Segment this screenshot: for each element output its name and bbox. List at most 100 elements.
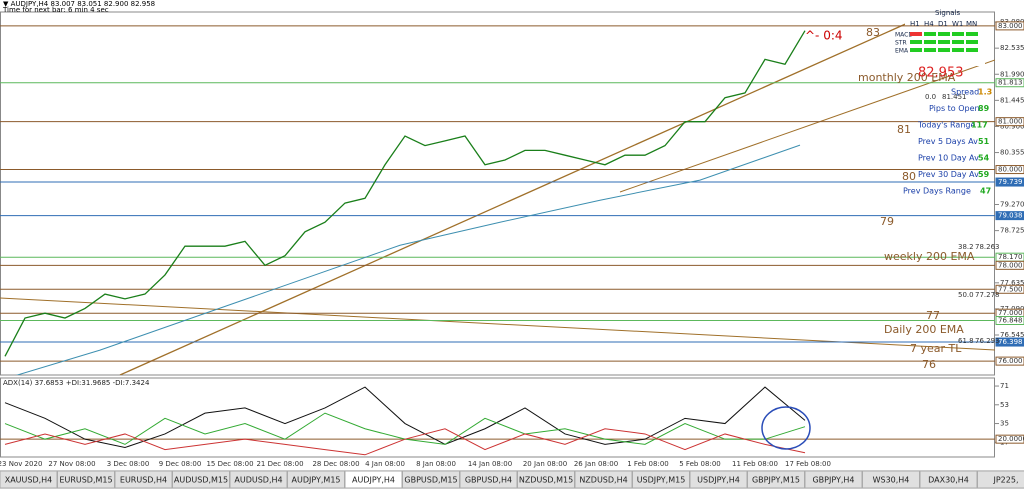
adx-label: ADX(14) 37.6853 +DI:31.9685 -DI:7.3424	[3, 379, 150, 387]
tab-label: JP225,	[993, 476, 1019, 485]
signals-row: EMA	[895, 48, 909, 55]
tab-label: EURUSD,H4	[120, 476, 167, 485]
x-tick-label: 21 Dec 08:00	[256, 460, 303, 468]
annotation: 82.953	[918, 66, 964, 81]
info-value: 54	[978, 154, 990, 163]
tab-label: GBPUSD,M15	[404, 476, 457, 485]
signal-cell	[952, 40, 964, 44]
tab-label: AUDJPY,M15	[291, 476, 340, 485]
timer: Time for next bar: 6 min 4 sec	[2, 6, 109, 14]
signals-column: H4	[924, 20, 934, 28]
tab-label: USDJPY,H4	[697, 476, 740, 485]
x-tick-label: 8 Jan 08:00	[416, 460, 456, 468]
tab-label: NZDUSD,H4	[579, 476, 627, 485]
x-tick-label: 28 Dec 08:00	[312, 460, 359, 468]
signals-row: STR	[895, 40, 907, 47]
fib-level: 38.2	[958, 243, 974, 251]
x-tick-label: 5 Feb 08:00	[679, 460, 720, 468]
tab-label: EURUSD,M15	[59, 476, 112, 485]
signal-cell	[924, 32, 936, 36]
signal-cell	[966, 32, 978, 36]
signals-column: D1	[938, 20, 948, 28]
signal-cell	[938, 40, 950, 44]
tab-label: AUDUSD,H4	[234, 476, 282, 485]
info-value: 51	[978, 137, 990, 146]
tab-label: AUDUSD,M15	[174, 476, 228, 485]
signal-cell	[924, 48, 936, 52]
annotation: 81	[897, 123, 911, 136]
x-tick-label: 3 Dec 08:00	[107, 460, 150, 468]
tab-label: NZDUSD,M15	[519, 476, 573, 485]
x-tick-label: 14 Jan 08:00	[468, 460, 512, 468]
x-tick-label: 17 Feb 08:00	[785, 460, 831, 468]
fib-level: 0.0	[925, 93, 936, 101]
level-tag-label: 78.170	[998, 253, 1023, 261]
x-tick-label: 4 Jan 08:00	[365, 460, 405, 468]
y-tick-label: 80.355	[1000, 149, 1024, 157]
annotation: 80	[902, 170, 916, 183]
info-label: Spread	[951, 88, 979, 97]
info-label: Prev Days Range	[903, 187, 971, 196]
level-tag-label: 79.739	[998, 178, 1023, 186]
tab-label: XAUUSD,H4	[5, 476, 53, 485]
tab-label: WS30,H4	[873, 476, 910, 485]
y-tick-label: 78.725	[1000, 227, 1024, 235]
tab-label: USDJPY,M15	[637, 476, 686, 485]
signal-cell	[952, 32, 964, 36]
fib-price: 76.293	[975, 337, 1000, 345]
level-tag-label: 76.848	[998, 317, 1023, 325]
fib-level: 50.0	[958, 291, 974, 299]
level-tag-label: 79.038	[998, 212, 1023, 220]
level-tag-label: 77.500	[998, 285, 1023, 293]
y-tick-label: 81.445	[1000, 96, 1024, 104]
signal-cell	[910, 32, 922, 36]
annotation: ^- 0:4	[805, 29, 843, 43]
x-tick-label: 27 Nov 08:00	[48, 460, 95, 468]
info-label: Prev 10 Day Av	[918, 154, 979, 163]
signal-cell	[966, 40, 978, 44]
tab-label: GBPJPY,M15	[752, 476, 800, 485]
signal-cell	[966, 48, 978, 52]
y-tick-label: 79.270	[1000, 201, 1024, 209]
signal-cell	[910, 40, 922, 44]
info-value: 89	[978, 104, 990, 113]
adx-tick-label: 71	[1000, 382, 1009, 390]
y-tick-label: 81.990	[1000, 70, 1024, 78]
info-label: Prev 5 Days Av	[918, 137, 978, 146]
x-tick-label: 15 Dec 08:00	[206, 460, 253, 468]
adx-level-label: 20.0000	[998, 435, 1024, 443]
signal-cell	[952, 48, 964, 52]
tab-label: DAX30,H4	[928, 476, 969, 485]
x-tick-label: 9 Dec 08:00	[159, 460, 202, 468]
signals-column: MN	[966, 20, 977, 28]
level-tag-label: 83.000	[998, 22, 1023, 30]
signals-column: W1	[952, 20, 963, 28]
info-value: 1.3	[978, 88, 992, 97]
signals-title: Signals	[935, 9, 961, 17]
x-tick-label: 1 Feb 08:00	[627, 460, 668, 468]
annotation: Daily 200 EMA	[884, 323, 964, 336]
fib-level: 61.8	[958, 337, 974, 345]
level-tag-label: 80.000	[998, 166, 1023, 174]
y-tick-label: 82.535	[1000, 44, 1024, 52]
info-value: 47	[980, 187, 991, 196]
annotation: 76	[922, 358, 936, 371]
signal-cell	[938, 48, 950, 52]
level-tag-label: 81.813	[998, 79, 1023, 87]
fib-price: 77.278	[975, 291, 1000, 299]
tab-label: GBPJPY,H4	[812, 476, 854, 485]
annotation: 7 year TL	[910, 342, 962, 355]
annotation: 77	[926, 309, 940, 322]
signal-cell	[938, 32, 950, 36]
level-tag-label: 76.398	[998, 338, 1023, 346]
info-label: Prev 30 Day Av	[918, 170, 979, 179]
level-tag-label: 76.000	[998, 357, 1023, 365]
level-tag-label: 78.000	[998, 261, 1023, 269]
adx-tick-label: 35	[1000, 420, 1009, 428]
info-label: Today's Range	[917, 121, 975, 130]
adx-tick-label: 53	[1000, 401, 1009, 409]
signal-cell	[924, 40, 936, 44]
x-tick-label: 26 Jan 08:00	[574, 460, 618, 468]
fib-price: 78.263	[975, 243, 1000, 251]
signals-column: H1	[910, 20, 920, 28]
